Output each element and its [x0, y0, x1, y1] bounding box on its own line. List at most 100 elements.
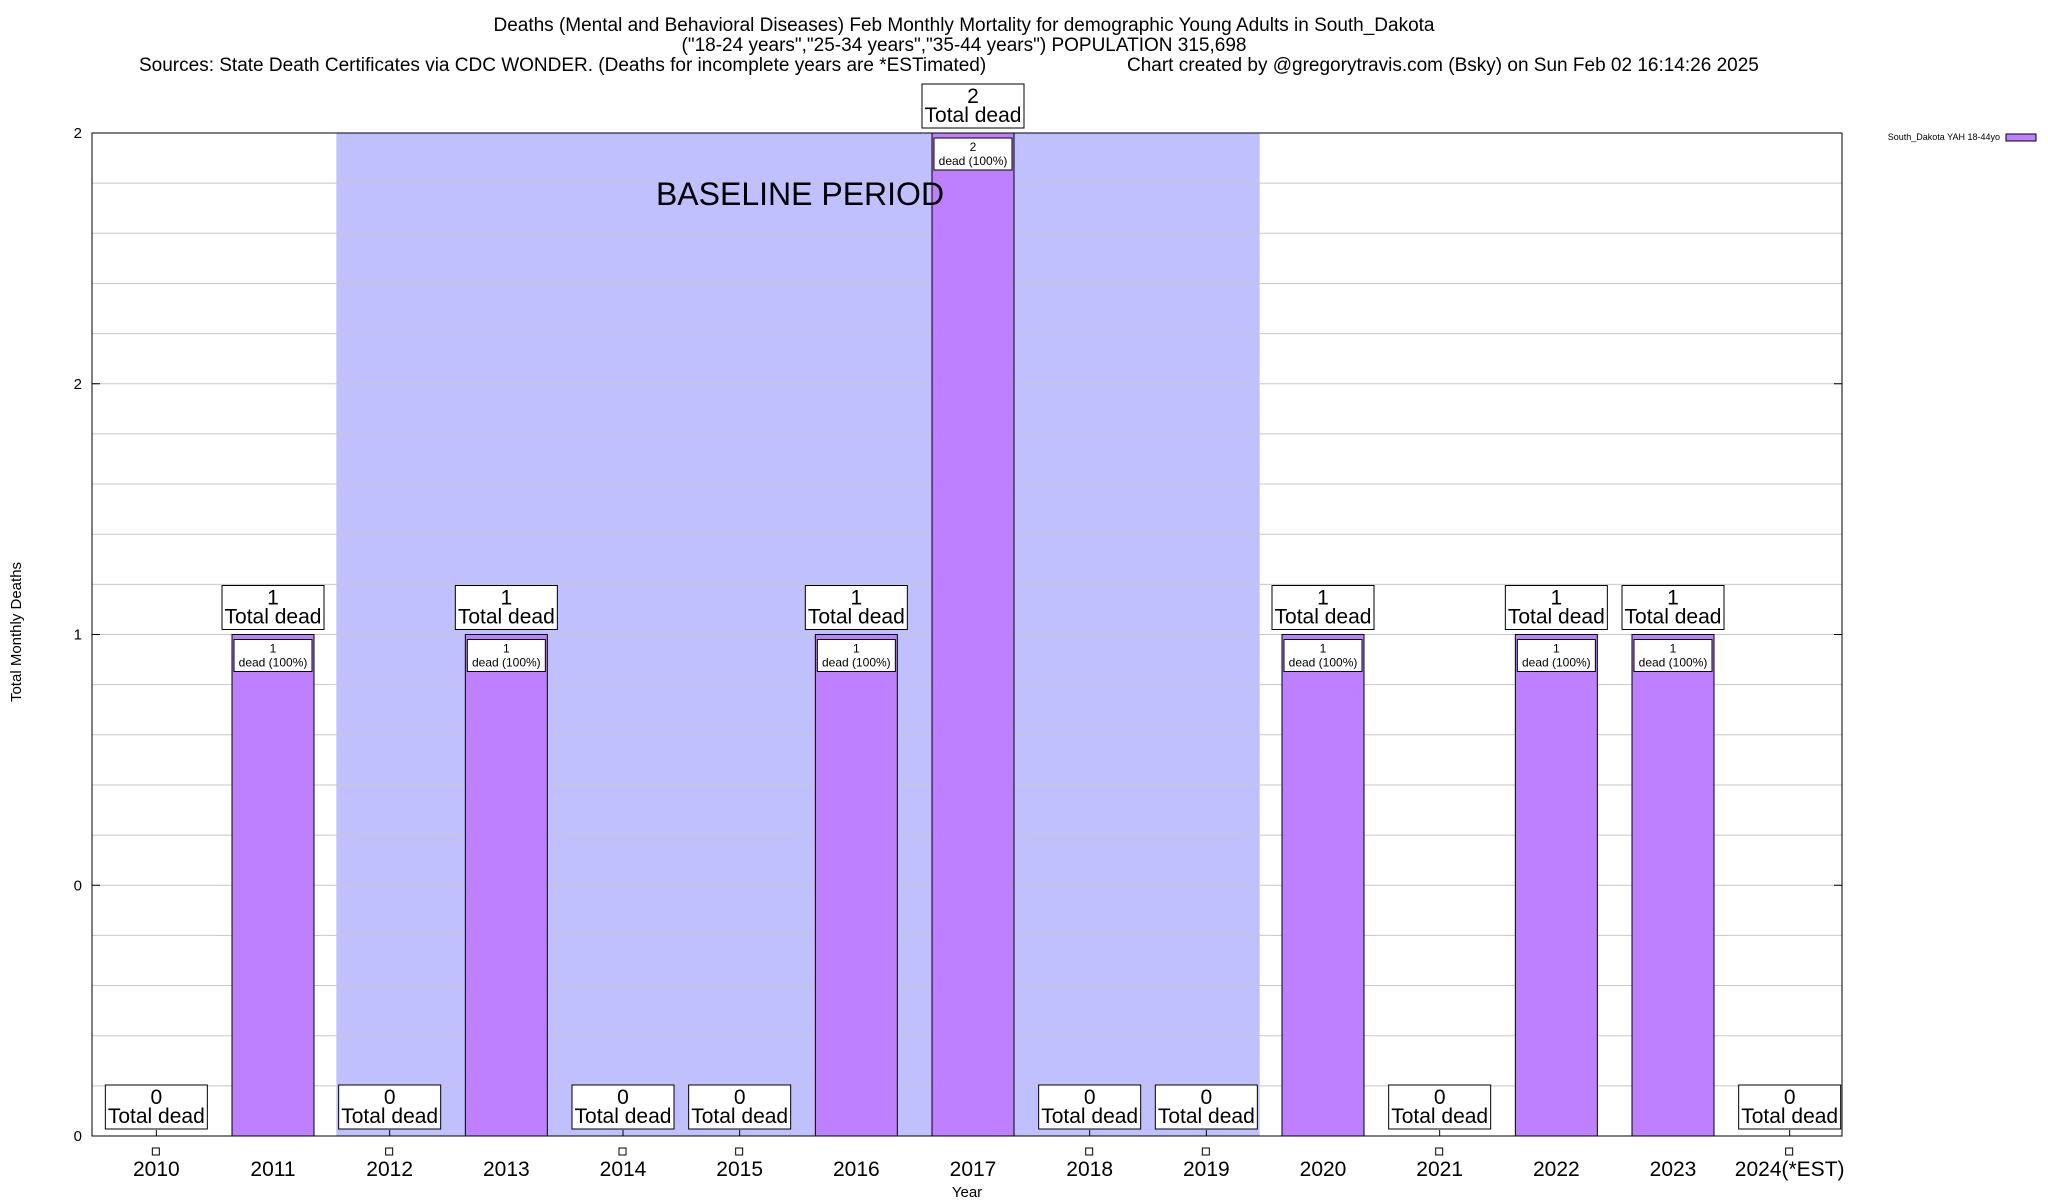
y-tick-label: 0 [74, 1128, 82, 1145]
total-dead-box [571, 1084, 675, 1130]
bar-inner-label-box [466, 639, 546, 672]
x-tick-label: 2013 [483, 1158, 530, 1181]
x-tick-label: 2024(*EST) [1735, 1158, 1845, 1181]
total-dead-box [338, 1084, 442, 1130]
bar [931, 132, 1015, 1137]
total-dead-count: 0 [1200, 1086, 1212, 1109]
bar [231, 634, 315, 1137]
x-tick-label: 2023 [1650, 1158, 1697, 1181]
y-tick-label: 2 [74, 376, 82, 393]
x-tick-label: 2015 [716, 1158, 763, 1181]
total-dead-count: 1 [1317, 587, 1329, 610]
bar-inner-label-box [1633, 639, 1713, 672]
bar-inner-label-box [816, 639, 896, 672]
x-tick-label: 2017 [950, 1158, 997, 1181]
total-dead-label: Total dead [575, 1105, 672, 1128]
y-tick-label: 1 [74, 627, 82, 644]
chart-credit: Chart created by @gregorytravis.com (Bsk… [1127, 55, 1759, 76]
total-dead-count: 0 [617, 1086, 629, 1109]
bar [1514, 634, 1598, 1137]
x-tick-label: 2010 [133, 1158, 180, 1181]
x-axis-title: Year [952, 1184, 982, 1200]
x-tick-label: 2012 [366, 1158, 413, 1181]
baseline-period-label: BASELINE PERIOD [656, 176, 944, 212]
total-dead-label: Total dead [1041, 1105, 1138, 1128]
total-dead-count: 0 [1784, 1086, 1796, 1109]
x-tick-label: 2022 [1533, 1158, 1580, 1181]
x-tick-label: 2020 [1300, 1158, 1347, 1181]
total-dead-count: 1 [267, 587, 279, 610]
total-dead-box [1271, 585, 1375, 630]
total-dead-label: Total dead [458, 606, 555, 629]
x-tick-label: 2011 [250, 1158, 295, 1181]
total-dead-label: Total dead [108, 1105, 205, 1128]
total-dead-count: 0 [1084, 1086, 1096, 1109]
bar-inner-percent: dead (100%) [939, 154, 1008, 168]
total-dead-count: 1 [850, 587, 862, 610]
y-tick-label: 2 [74, 125, 82, 142]
bar-inner-percent: dead (100%) [822, 656, 891, 670]
total-dead-box [1038, 1084, 1142, 1130]
sources-note: Sources: State Death Certificates via CD… [139, 55, 986, 76]
total-dead-count: 0 [150, 1086, 162, 1109]
bar [464, 634, 548, 1137]
bar-inner-percent: dead (100%) [472, 656, 541, 670]
total-dead-box [1388, 1084, 1492, 1130]
total-dead-label: Total dead [691, 1105, 788, 1128]
total-dead-label: Total dead [341, 1105, 438, 1128]
bar [1281, 634, 1365, 1137]
x-tick-label: 2018 [1066, 1158, 1113, 1181]
bar-inner-count: 1 [1320, 642, 1327, 656]
zero-marker [1085, 1147, 1094, 1156]
bar-inner-percent: dead (100%) [1289, 656, 1358, 670]
bar-inner-percent: dead (100%) [239, 656, 308, 670]
total-dead-box [921, 83, 1025, 129]
total-dead-box [804, 585, 908, 630]
total-dead-count: 0 [1434, 1086, 1446, 1109]
x-tick-label: 2014 [600, 1158, 647, 1181]
total-dead-label: Total dead [1275, 606, 1372, 629]
total-dead-box [1738, 1084, 1842, 1130]
legend-swatch [2005, 133, 2037, 142]
bar-inner-label-box [933, 137, 1013, 171]
bar-inner-count: 1 [503, 642, 510, 656]
total-dead-label: Total dead [1158, 1105, 1255, 1128]
x-tick-label: 2021 [1416, 1158, 1463, 1181]
y-axis-title: Total Monthly Deaths [8, 562, 25, 702]
total-dead-count: 1 [500, 587, 512, 610]
bar-inner-percent: dead (100%) [1639, 656, 1708, 670]
total-dead-label: Total dead [1508, 606, 1605, 629]
legend-label: South_Dakota YAH 18-44yo [1888, 132, 2000, 142]
bar-inner-label-box [233, 639, 313, 672]
zero-marker [151, 1147, 160, 1156]
total-dead-box [221, 585, 325, 630]
bar [1631, 634, 1715, 1137]
total-dead-label: Total dead [925, 104, 1022, 127]
x-tick-label: 2019 [1183, 1158, 1230, 1181]
chart-subtitle: ("18-24 years","25-34 years","35-44 year… [682, 35, 1247, 56]
zero-marker [735, 1147, 744, 1156]
bar-inner-label-box [1516, 639, 1596, 672]
x-tick-label: 2016 [833, 1158, 880, 1181]
zero-marker [1785, 1147, 1794, 1156]
bar-inner-count: 1 [1670, 642, 1677, 656]
total-dead-box [104, 1084, 208, 1130]
bar-inner-label-box [1283, 639, 1363, 672]
total-dead-count: 0 [734, 1086, 746, 1109]
total-dead-label: Total dead [1625, 606, 1722, 629]
total-dead-label: Total dead [1391, 1105, 1488, 1128]
total-dead-count: 2 [967, 85, 979, 108]
zero-marker [385, 1147, 394, 1156]
total-dead-label: Total dead [225, 606, 322, 629]
total-dead-count: 1 [1667, 587, 1679, 610]
y-tick-label: 0 [74, 877, 82, 894]
total-dead-box [454, 585, 558, 630]
total-dead-count: 1 [1550, 587, 1562, 610]
bar-inner-count: 1 [1553, 642, 1560, 656]
legend: South_Dakota YAH 18-44yo [1888, 132, 2037, 142]
zero-marker [618, 1147, 627, 1156]
total-dead-box [1154, 1084, 1258, 1130]
total-dead-box [1504, 585, 1608, 630]
